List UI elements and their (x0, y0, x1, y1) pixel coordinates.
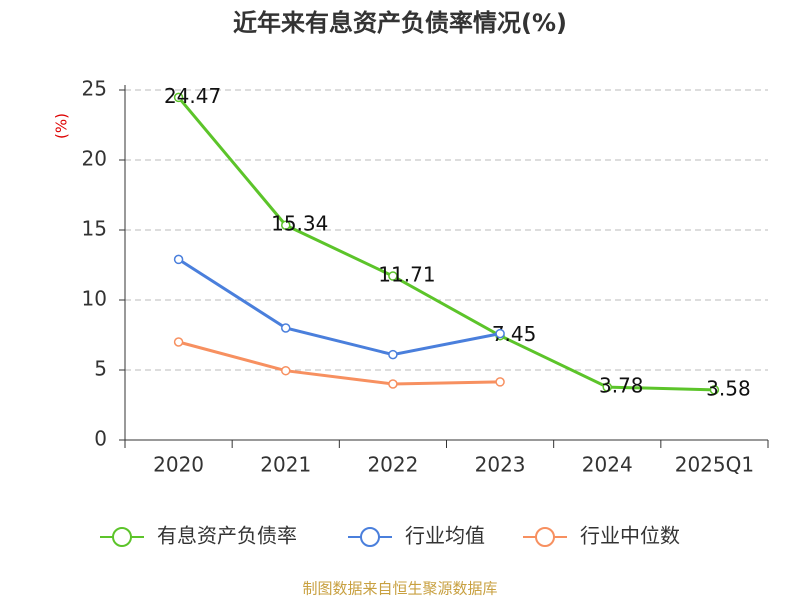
y-tick-label: 15 (82, 217, 107, 241)
point-marker (173, 92, 184, 103)
y-tick-label: 10 (82, 287, 107, 311)
x-tick-label: 2023 (475, 453, 526, 477)
legend-marker (360, 527, 380, 547)
series-line (178, 340, 501, 386)
series-line (177, 96, 715, 392)
series-line (177, 258, 501, 357)
point-marker (388, 379, 398, 389)
y-axis-label: (%) (53, 113, 71, 139)
point-marker (281, 365, 291, 376)
legend-label: 行业中位数 (580, 524, 680, 548)
data-label: 3.58 (706, 376, 751, 400)
x-tick-label: 2020 (153, 453, 204, 477)
legend-marker (112, 527, 132, 547)
y-tick-label: 25 (82, 77, 107, 101)
source-note: 制图数据来自恒生聚源数据库 (302, 580, 497, 598)
x-tick-label: 2022 (367, 453, 418, 477)
point-marker (281, 220, 291, 230)
chart-title: 近年来有息资产负债率情况(%) (233, 9, 567, 37)
point-marker (388, 349, 398, 360)
point-marker (495, 377, 505, 387)
data-label: 24.47 (164, 84, 221, 108)
x-tick-label: 2024 (582, 453, 633, 477)
data-label: 15.34 (271, 212, 328, 236)
point-marker (388, 271, 398, 281)
data-label: 11.71 (378, 263, 435, 287)
y-tick-label: 20 (82, 147, 107, 171)
point-marker (495, 328, 505, 339)
y-tick-label: 0 (94, 427, 107, 451)
data-label: 3.78 (599, 374, 644, 398)
y-tick-label: 5 (94, 357, 107, 381)
legend-label: 行业均值 (405, 524, 485, 548)
legend-marker (535, 527, 555, 547)
x-tick-label: 2025Q1 (675, 453, 754, 477)
point-marker (602, 382, 612, 392)
point-marker (281, 323, 291, 333)
point-marker (709, 385, 720, 395)
point-marker (173, 337, 184, 347)
legend-label: 有息资产负债率 (157, 524, 297, 548)
x-tick-label: 2021 (260, 453, 311, 477)
point-marker (173, 254, 184, 265)
